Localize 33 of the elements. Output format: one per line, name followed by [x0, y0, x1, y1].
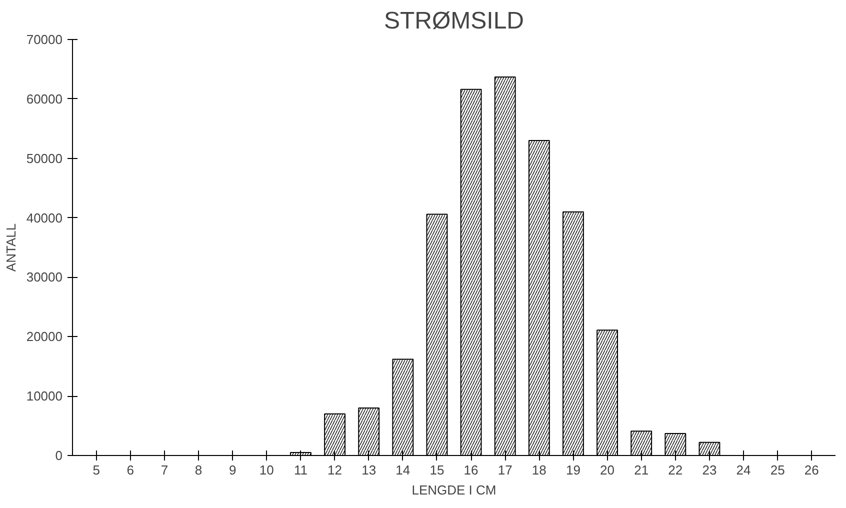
x-tick-label: 15: [430, 462, 444, 478]
x-tick-label: 16: [464, 462, 478, 478]
x-tick-label: 20: [600, 462, 615, 478]
chart-title: STRØMSILD: [384, 8, 524, 34]
x-tick-label: 5: [92, 462, 100, 478]
y-tick-label: 50000: [26, 150, 63, 166]
x-tick-label: 25: [770, 462, 785, 478]
y-tick-label: 70000: [26, 32, 63, 47]
x-tick-label: 10: [259, 462, 274, 478]
x-tick-label: 21: [634, 462, 649, 478]
y-tick-label: 40000: [26, 210, 63, 226]
x-tick-label: 6: [126, 462, 134, 478]
x-tick-label: 17: [498, 462, 512, 478]
y-tick-label: 60000: [26, 91, 63, 106]
x-tick-label: 7: [160, 462, 168, 478]
x-tick-label: 8: [194, 462, 202, 478]
x-tick-label: 19: [566, 462, 580, 478]
y-tick-label: 20000: [26, 329, 63, 344]
x-tick-label: 26: [804, 462, 819, 478]
x-tick-label: 12: [328, 462, 342, 478]
y-tick-label: 0: [55, 448, 63, 463]
x-tick-label: 24: [736, 462, 751, 478]
x-tick-label: 22: [668, 462, 683, 478]
x-tick-label: 13: [362, 462, 376, 478]
x-axis-title: LENGDE I CM: [412, 482, 496, 498]
y-tick-label: 10000: [26, 388, 63, 404]
x-tick-label: 23: [702, 462, 717, 478]
x-tick-label: 18: [532, 462, 546, 478]
y-tick-label: 30000: [26, 270, 63, 285]
x-tick-label: 14: [396, 462, 410, 478]
x-tick-label: 11: [294, 462, 308, 478]
x-tick-label: 9: [228, 462, 236, 478]
y-axis-title: ANTALL: [3, 223, 18, 272]
